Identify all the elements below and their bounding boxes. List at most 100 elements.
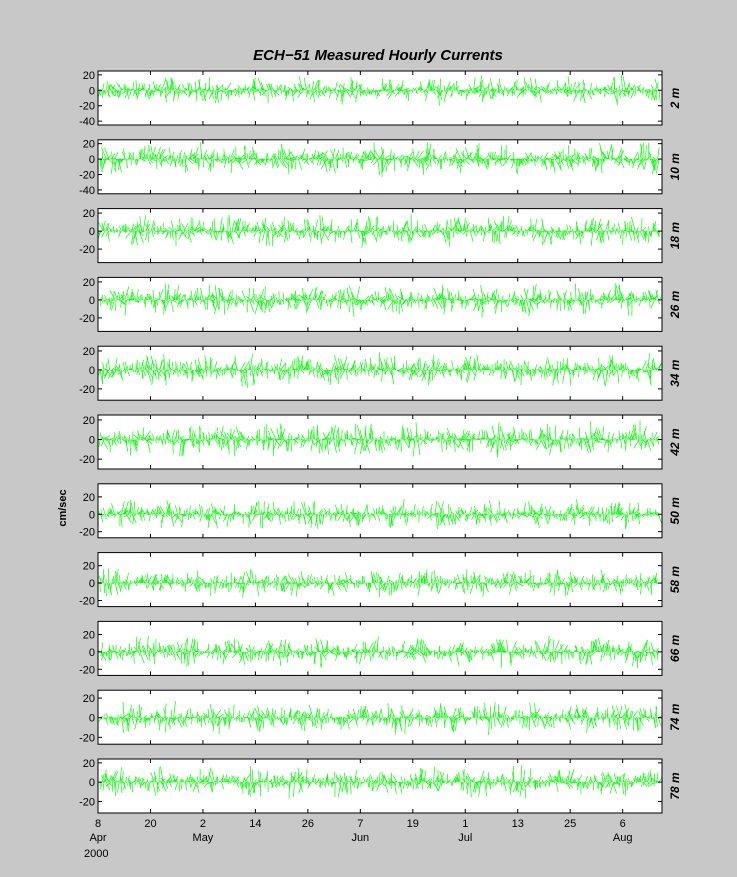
stick <box>285 90 286 96</box>
stick <box>619 440 620 441</box>
panel-background <box>98 484 662 538</box>
stick <box>622 150 623 159</box>
y-tick-label: -40 <box>79 116 95 128</box>
y-tick-label: -20 <box>79 101 95 113</box>
panel-2m: 20 0 -20 -40 2 m <box>79 70 682 128</box>
stick <box>631 439 635 440</box>
stick <box>630 221 631 231</box>
depth-label: 34 m <box>668 359 682 387</box>
y-tick-label: -20 <box>79 170 95 182</box>
stick <box>260 514 265 515</box>
stick <box>223 159 224 163</box>
stick <box>106 514 107 519</box>
stick <box>410 367 411 370</box>
panel-background <box>98 277 662 331</box>
stick <box>180 506 181 514</box>
stick <box>642 90 643 92</box>
panel-background <box>98 140 662 194</box>
stick <box>609 231 611 232</box>
panel-background <box>98 346 662 400</box>
stick <box>140 514 141 517</box>
stick <box>213 159 214 168</box>
stick <box>596 221 597 231</box>
stick <box>573 370 574 378</box>
y-tick-label: 20 <box>83 208 95 220</box>
stick <box>489 439 494 440</box>
stick <box>259 501 260 515</box>
stick <box>130 300 131 305</box>
stick <box>519 363 520 370</box>
stick <box>294 502 295 515</box>
panel-background <box>98 71 662 125</box>
stick <box>343 511 344 515</box>
stick <box>571 292 572 300</box>
stick <box>530 439 531 440</box>
stick <box>454 83 455 90</box>
stick <box>554 299 555 300</box>
stick <box>198 87 199 91</box>
stick <box>485 300 486 305</box>
depth-label: 26 m <box>668 290 682 319</box>
year-label: 2000 <box>84 848 108 860</box>
stick <box>118 438 119 440</box>
stick <box>173 510 174 514</box>
y-tick-label: 20 <box>83 139 95 151</box>
y-tick-label: 0 <box>89 435 95 447</box>
stick <box>205 229 206 231</box>
stick <box>484 370 485 375</box>
stick <box>516 514 517 516</box>
y-tick-label: -20 <box>79 454 95 466</box>
stick <box>512 514 515 515</box>
stick <box>583 300 584 314</box>
stick <box>389 514 390 527</box>
stick <box>392 436 393 440</box>
stick <box>196 297 197 300</box>
stick <box>109 84 110 90</box>
y-tick-label: 0 <box>89 226 95 238</box>
stick <box>243 222 244 231</box>
y-axis-label: cm/sec <box>57 489 69 526</box>
y-tick-label: 20 <box>83 346 95 358</box>
depth-label: 2 m <box>668 87 682 109</box>
stick <box>397 225 398 232</box>
y-tick-label: -20 <box>79 313 95 325</box>
stick <box>188 299 191 300</box>
stick <box>600 299 603 300</box>
y-tick-label: 0 <box>89 85 95 97</box>
y-tick-label: -20 <box>79 244 95 256</box>
stick <box>546 370 547 375</box>
y-tick-label: 20 <box>83 70 95 82</box>
stick <box>522 370 524 371</box>
y-tick-label: 0 <box>89 295 95 307</box>
stick <box>332 295 333 300</box>
stick <box>242 514 243 516</box>
stick <box>599 358 600 370</box>
stick <box>266 424 267 440</box>
y-tick-label: 20 <box>83 415 95 427</box>
stick <box>628 231 635 232</box>
stick <box>539 370 540 372</box>
stick <box>289 231 291 232</box>
depth-label: 42 m <box>668 428 682 457</box>
y-tick-label: -40 <box>79 185 95 197</box>
stick <box>124 231 128 232</box>
y-tick-label: 20 <box>83 277 95 289</box>
stick <box>183 366 184 370</box>
chart-title: ECH−51 Measured Hourly Currents <box>253 47 503 64</box>
stick <box>489 90 492 91</box>
stick <box>543 231 544 245</box>
stick <box>186 370 187 375</box>
stick <box>650 300 651 308</box>
stick <box>207 230 208 231</box>
y-tick-label: 0 <box>89 365 95 377</box>
panel-42m: 20 0 -20 42 m <box>79 415 682 469</box>
stick <box>550 439 552 440</box>
stick <box>177 155 178 159</box>
stick <box>170 84 171 91</box>
